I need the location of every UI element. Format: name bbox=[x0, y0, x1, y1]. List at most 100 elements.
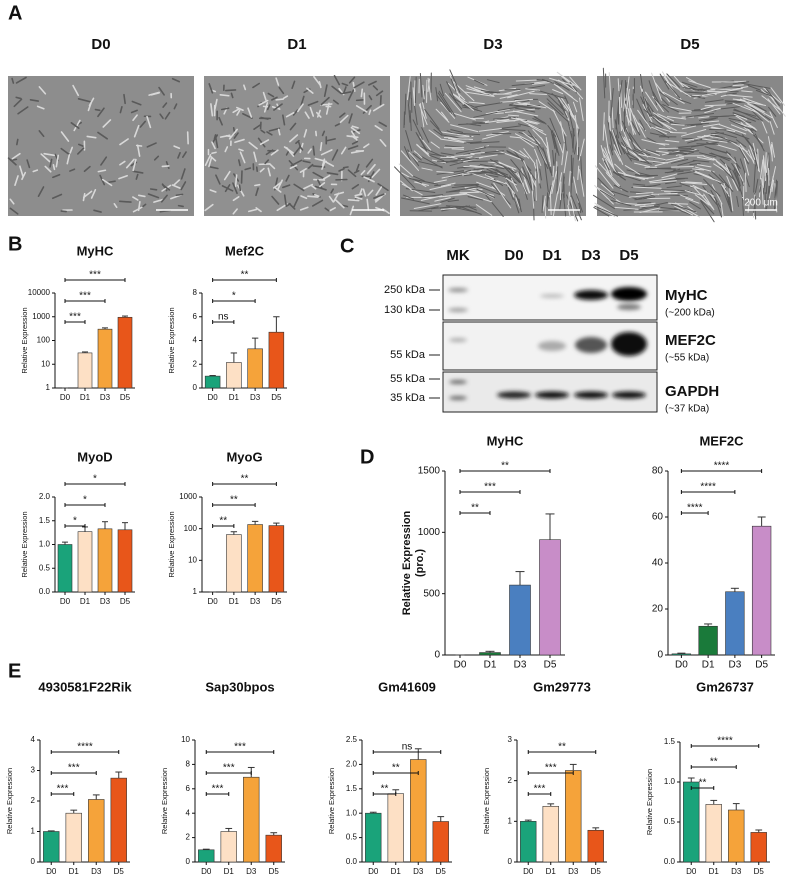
y-tick-label: 1 bbox=[508, 816, 513, 825]
y-tick-label: 2 bbox=[508, 776, 513, 785]
x-tick-label: D0 bbox=[46, 867, 57, 876]
bar bbox=[226, 535, 241, 592]
y-tick-label: 1.0 bbox=[346, 808, 358, 817]
cell bbox=[220, 95, 228, 96]
cell bbox=[226, 90, 236, 91]
bar bbox=[510, 585, 531, 655]
x-tick-label: D0 bbox=[454, 660, 467, 671]
y-tick-label: 1000 bbox=[179, 492, 197, 501]
x-tick-label: D0 bbox=[208, 393, 219, 402]
y-tick-label: 6 bbox=[186, 784, 191, 793]
x-tick-label: D3 bbox=[728, 660, 741, 671]
cell bbox=[236, 175, 237, 186]
cell bbox=[61, 211, 66, 212]
protein-name: MyHC bbox=[665, 287, 708, 304]
cell bbox=[725, 101, 739, 102]
bar bbox=[726, 592, 745, 655]
x-tick-label: D0 bbox=[523, 867, 534, 876]
bar bbox=[672, 654, 691, 655]
x-tick-label: D1 bbox=[224, 867, 235, 876]
y-tick-label: 1.5 bbox=[664, 737, 676, 746]
bar bbox=[78, 353, 92, 388]
y-tick-label: 0 bbox=[193, 383, 198, 392]
x-tick-label: D1 bbox=[69, 867, 80, 876]
x-tick-label: D1 bbox=[80, 597, 91, 606]
y-tick-label: 10 bbox=[41, 359, 50, 368]
bar bbox=[266, 835, 282, 862]
micrograph bbox=[8, 76, 194, 216]
bar bbox=[111, 778, 127, 862]
x-tick-label: D5 bbox=[754, 867, 765, 876]
scale-bar-label: 200 μm bbox=[744, 198, 778, 209]
y-tick-label: 1500 bbox=[418, 466, 441, 477]
bar bbox=[388, 794, 404, 862]
y-tick-label: 2.0 bbox=[39, 492, 51, 501]
bar bbox=[433, 821, 449, 862]
y-tick-label: 1.5 bbox=[346, 784, 358, 793]
x-tick-label: D1 bbox=[484, 660, 497, 671]
chart-title: MyoG bbox=[226, 449, 262, 464]
bar bbox=[480, 653, 501, 655]
y-tick-label: 2.0 bbox=[346, 760, 358, 769]
bar bbox=[198, 850, 214, 862]
bar bbox=[88, 799, 104, 862]
y-tick-label: 3 bbox=[508, 735, 513, 744]
significance-label: **** bbox=[714, 461, 730, 472]
y-tick-label: 100 bbox=[184, 524, 198, 533]
bar bbox=[78, 532, 92, 592]
significance-label: * bbox=[73, 516, 77, 527]
bar bbox=[728, 810, 744, 862]
lane-label: D1 bbox=[542, 247, 561, 264]
bar bbox=[540, 540, 561, 655]
x-tick-label: D5 bbox=[271, 597, 282, 606]
y-tick-label: 100 bbox=[37, 336, 51, 345]
bar bbox=[205, 376, 220, 388]
y-tick-label: 0 bbox=[434, 650, 440, 661]
x-tick-label: D5 bbox=[120, 393, 131, 402]
western-blot bbox=[443, 275, 657, 412]
cell bbox=[212, 152, 216, 153]
x-tick-label: D1 bbox=[229, 393, 240, 402]
protein-size: (~55 kDa) bbox=[665, 353, 709, 364]
y-tick-label: 10000 bbox=[28, 288, 51, 297]
y-tick-label: 1 bbox=[46, 383, 51, 392]
x-tick-label: D3 bbox=[413, 867, 424, 876]
x-tick-label: D5 bbox=[120, 597, 131, 606]
x-tick-label: D5 bbox=[544, 660, 557, 671]
panel-label: A bbox=[8, 2, 22, 24]
x-tick-label: D0 bbox=[368, 867, 379, 876]
cell bbox=[404, 115, 405, 128]
bar bbox=[751, 832, 767, 862]
bar bbox=[66, 813, 82, 862]
protein-name: GAPDH bbox=[665, 383, 719, 400]
cell bbox=[214, 135, 215, 139]
bar bbox=[43, 832, 59, 863]
cell bbox=[176, 194, 182, 195]
y-tick-label: 4 bbox=[193, 336, 198, 345]
significance-label: ** bbox=[501, 461, 509, 472]
x-tick-label: D5 bbox=[114, 867, 125, 876]
y-axis-label: (pro.) bbox=[414, 549, 426, 577]
panel-label: E bbox=[8, 660, 21, 682]
x-tick-label: D1 bbox=[391, 867, 402, 876]
y-tick-label: 10 bbox=[181, 735, 190, 744]
marker-label: 250 kDa bbox=[384, 284, 426, 296]
significance-label: **** bbox=[77, 742, 93, 753]
x-tick-label: D3 bbox=[250, 393, 261, 402]
y-tick-label: 0.0 bbox=[39, 587, 51, 596]
y-tick-label: 4 bbox=[31, 735, 36, 744]
bar bbox=[98, 329, 112, 388]
bar bbox=[118, 317, 132, 388]
significance-label: ** bbox=[219, 516, 227, 527]
bar bbox=[588, 830, 604, 862]
y-tick-label: 1.0 bbox=[664, 777, 676, 786]
cell bbox=[308, 196, 318, 197]
y-axis-label: Relative Expression bbox=[160, 768, 169, 834]
y-axis-label: Relative Expression bbox=[20, 511, 29, 577]
y-tick-label: 500 bbox=[423, 588, 440, 599]
significance-label: * bbox=[83, 495, 87, 506]
significance-label: ns bbox=[402, 742, 413, 753]
chart-title: 4930581F22Rik bbox=[38, 679, 132, 694]
lane-label: D0 bbox=[504, 247, 523, 264]
y-axis-label: Relative Expression bbox=[401, 510, 413, 615]
